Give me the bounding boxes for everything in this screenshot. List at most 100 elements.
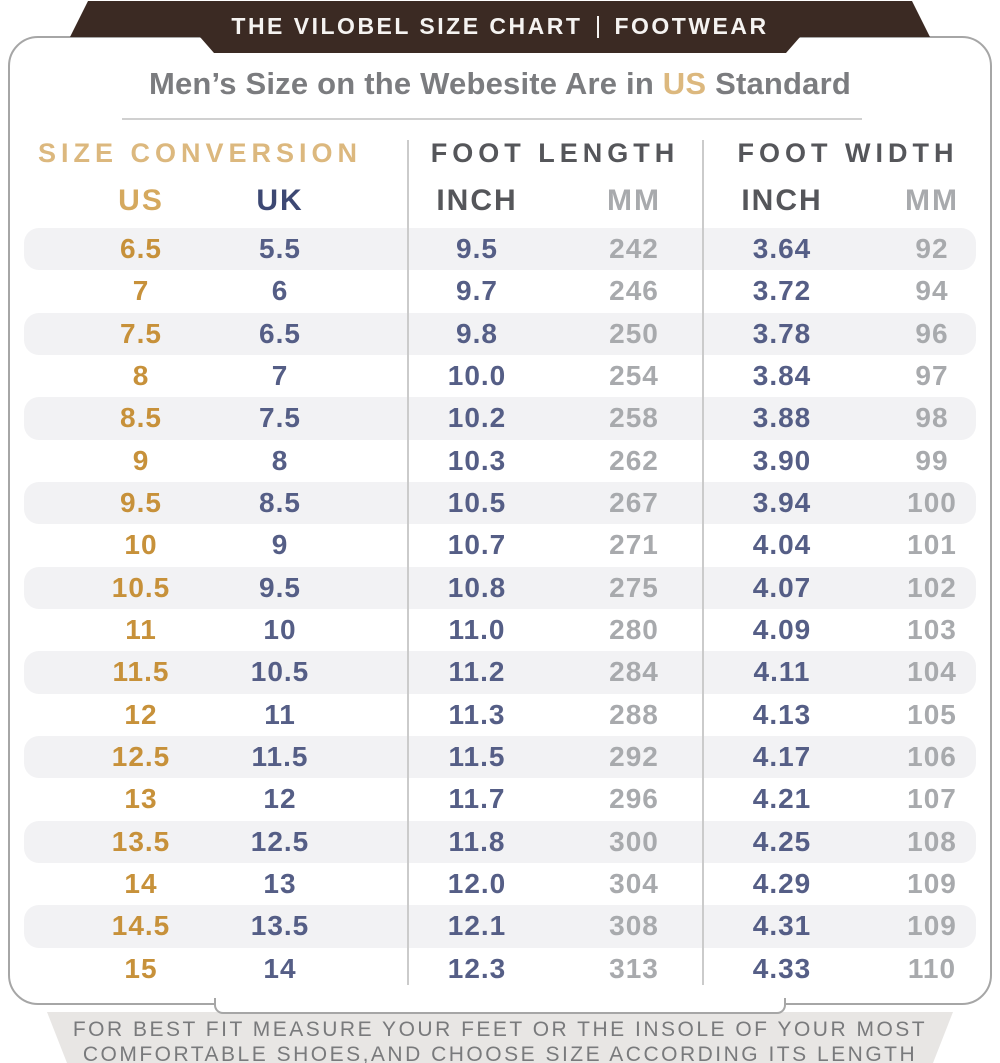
table-row: 8.5 7.5 10.2 258 3.88 98 [24, 397, 976, 440]
column-header-width-inch: INCH [741, 184, 823, 217]
width-inch-value: 3.88 [752, 402, 812, 434]
length-mm-value: 267 [609, 487, 659, 519]
length-inch-value: 10.0 [447, 360, 507, 392]
width-mm-value: 97 [915, 360, 949, 392]
uk-size-value: 7 [271, 360, 289, 392]
length-mm-value: 300 [609, 825, 659, 857]
us-size-value: 8 [132, 360, 150, 392]
length-inch-value: 12.0 [447, 868, 507, 900]
uk-size-value: 12 [263, 783, 297, 815]
length-mm-value: 258 [609, 402, 659, 434]
us-size-value: 7.5 [120, 317, 162, 349]
length-mm-value: 296 [609, 783, 659, 815]
width-mm-value: 101 [907, 529, 957, 561]
footer-note-line2: COMFORTABLE SHOES,AND CHOOSE SIZE ACCORD… [82, 1043, 918, 1063]
length-mm-value: 284 [609, 656, 659, 688]
table-row: 7.5 6.5 9.8 250 3.78 96 [24, 312, 976, 355]
width-mm-value: 105 [907, 698, 957, 730]
length-inch-value: 10.3 [447, 444, 507, 476]
width-inch-value: 4.13 [752, 698, 812, 730]
us-size-value: 13 [124, 783, 158, 815]
length-mm-value: 308 [609, 910, 659, 942]
width-inch-value: 4.17 [752, 741, 812, 773]
uk-size-value: 5.5 [259, 233, 301, 265]
column-header-uk: UK [256, 184, 304, 217]
width-inch-value: 4.07 [752, 571, 812, 603]
uk-size-value: 11 [264, 698, 296, 730]
uk-size-value: 11.5 [251, 741, 309, 773]
width-mm-value: 109 [907, 910, 957, 942]
banner-title-right: FOOTWEAR [614, 13, 769, 39]
page-title-suffix: Standard [706, 66, 852, 101]
width-inch-value: 4.04 [752, 529, 812, 561]
length-inch-value: 11.0 [448, 614, 506, 646]
page-title-highlight: US [662, 66, 707, 101]
table-row: 8 7 10.0 254 3.84 97 [24, 355, 976, 397]
length-inch-value: 10.5 [447, 487, 507, 519]
width-mm-value: 110 [907, 952, 957, 984]
width-inch-value: 3.90 [752, 444, 812, 476]
width-inch-value: 4.33 [752, 952, 812, 984]
column-header-length-inch: INCH [436, 184, 518, 217]
table-row: 11.5 10.5 11.2 284 4.11 104 [24, 651, 976, 694]
width-inch-value: 4.29 [752, 868, 812, 900]
section-header-size-conversion: SIZE CONVERSION [37, 138, 363, 168]
length-inch-value: 11.3 [448, 698, 506, 730]
table-row: 12 11 11.3 288 4.13 105 [24, 694, 976, 736]
length-mm-value: 280 [609, 614, 659, 646]
us-size-value: 10.5 [111, 571, 171, 603]
uk-size-value: 9.5 [259, 571, 301, 603]
us-size-value: 7 [132, 275, 150, 307]
us-size-value: 12 [124, 698, 158, 730]
table-row: 9 8 10.3 262 3.90 99 [24, 440, 976, 482]
uk-size-value: 9 [271, 529, 289, 561]
table-row: 12.5 11.5 11.5 292 4.17 106 [24, 735, 976, 779]
length-mm-value: 288 [609, 698, 659, 730]
size-table: 6.5 5.5 9.5 242 3.64 92 7 6 9.7 246 3.72 94 7.5 6.5 9.… [24, 228, 976, 990]
width-inch-value: 4.11 [753, 656, 811, 688]
column-header-width-mm: MM [905, 184, 959, 217]
uk-size-value: 10 [263, 614, 297, 646]
table-row: 10 9 10.7 271 4.04 101 [24, 524, 976, 566]
column-header-row: US UK INCH MM INCH MM [24, 176, 976, 226]
length-inch-value: 11.2 [448, 656, 506, 688]
us-size-value: 8.5 [120, 402, 162, 434]
us-size-value: 15 [124, 952, 158, 984]
length-mm-value: 254 [609, 360, 659, 392]
uk-size-value: 12.5 [250, 825, 310, 857]
length-inch-value: 9.5 [456, 233, 498, 265]
table-row: 10.5 9.5 10.8 275 4.07 102 [24, 566, 976, 609]
length-inch-value: 10.7 [447, 529, 507, 561]
length-mm-value: 304 [609, 868, 659, 900]
us-size-value: 14.5 [111, 910, 171, 942]
footer-note: FOR BEST FIT MEASURE YOUR FEET OR THE IN… [47, 1012, 953, 1063]
column-header-us: US [118, 184, 164, 217]
table-row: 6.5 5.5 9.5 242 3.64 92 [24, 228, 976, 271]
title-underline [122, 118, 862, 120]
length-mm-value: 242 [609, 233, 659, 265]
width-mm-value: 103 [907, 614, 957, 646]
width-mm-value: 108 [907, 825, 957, 857]
width-inch-value: 4.31 [752, 910, 812, 942]
us-size-value: 10 [124, 529, 158, 561]
uk-size-value: 8.5 [259, 487, 301, 519]
width-inch-value: 4.25 [752, 825, 812, 857]
section-header-foot-length: FOOT LENGTH [430, 138, 680, 168]
width-mm-value: 96 [915, 317, 949, 349]
width-inch-value: 4.21 [752, 783, 812, 815]
length-mm-value: 262 [609, 444, 659, 476]
length-mm-value: 250 [609, 317, 659, 349]
length-mm-value: 313 [609, 952, 659, 984]
uk-size-value: 8 [271, 444, 289, 476]
table-row: 13 12 11.7 296 4.21 107 [24, 778, 976, 820]
table-row: 14.5 13.5 12.1 308 4.31 109 [24, 905, 976, 948]
length-inch-value: 9.8 [456, 317, 498, 349]
length-inch-value: 10.8 [447, 571, 507, 603]
section-header-foot-width: FOOT WIDTH [737, 138, 959, 168]
uk-size-value: 10.5 [250, 656, 310, 688]
length-mm-value: 275 [609, 571, 659, 603]
us-size-value: 11 [125, 614, 157, 646]
length-inch-value: 11.5 [448, 741, 506, 773]
uk-size-value: 14 [263, 952, 297, 984]
uk-size-value: 6 [271, 275, 289, 307]
